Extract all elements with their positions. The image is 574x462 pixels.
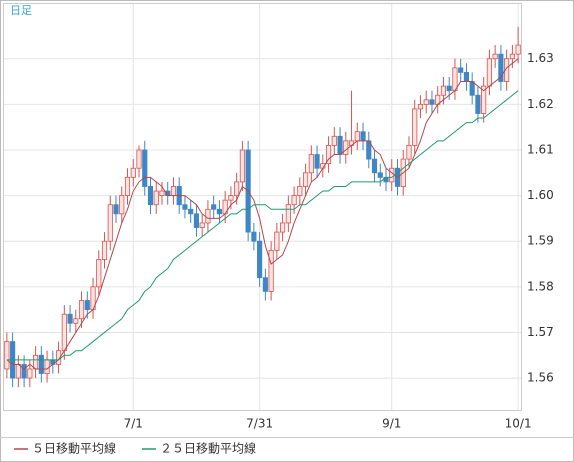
candle-body [234, 181, 240, 196]
candle-body [119, 195, 125, 215]
y-tick-label: 1.57 [527, 325, 554, 339]
candle-body [274, 231, 280, 251]
candle-body [509, 53, 515, 60]
y-tick-label: 1.61 [527, 142, 554, 156]
candle-body [251, 231, 257, 242]
x-tick-label: 7/31 [246, 417, 273, 431]
candle-body [417, 103, 424, 110]
legend-label: ２５日移動平均線 [160, 441, 256, 456]
candle-body [101, 240, 108, 260]
candle-body [412, 108, 418, 146]
candle-body [262, 277, 268, 292]
candle-body [331, 135, 337, 146]
candle-body [354, 131, 360, 142]
candle-body [504, 58, 510, 82]
candle-body [498, 53, 504, 82]
candle-body [33, 354, 39, 370]
candle-body [291, 195, 297, 206]
y-tick-label: 1.58 [527, 279, 554, 293]
candle-body [452, 67, 458, 92]
candle-body [406, 145, 412, 160]
candle-body [147, 186, 154, 206]
candle-body [27, 368, 33, 379]
candle-body [463, 72, 470, 82]
candle-body [182, 204, 188, 210]
candle-body [107, 204, 113, 242]
candle-body [423, 99, 429, 105]
candle-body [21, 363, 27, 379]
candle-body [475, 94, 481, 114]
candle-body [257, 240, 263, 279]
legend-label: ５日移動平均線 [32, 441, 116, 456]
candle-body [159, 190, 165, 196]
candle-body [193, 213, 200, 228]
candle-body [280, 222, 286, 233]
candle-body [130, 167, 136, 178]
candle-body [78, 300, 85, 320]
candle-body [458, 67, 464, 73]
candle-body [343, 140, 349, 155]
candle-body [389, 167, 395, 183]
candle-body [429, 99, 435, 105]
y-tick-label: 1.59 [527, 234, 554, 248]
candle-body [486, 58, 492, 87]
plot-area [3, 3, 522, 411]
candle-body [314, 154, 320, 169]
candle-body [211, 204, 217, 210]
candle-body [205, 208, 211, 224]
candle-body [492, 53, 498, 60]
candle-body [73, 318, 79, 324]
candle-body [440, 85, 447, 96]
candle-body [446, 85, 452, 92]
candle-body [113, 204, 119, 215]
candle-body [44, 359, 50, 374]
y-tick-label: 1.56 [527, 371, 554, 385]
candle-body [377, 172, 383, 178]
candle-body [297, 186, 303, 196]
candle-body [360, 131, 366, 142]
candle-body [303, 172, 309, 187]
y-tick-label: 1.60 [527, 188, 554, 202]
candle-body [15, 363, 21, 379]
candle-body [285, 204, 291, 224]
x-tick-label: 9/1 [382, 417, 401, 431]
candle-body [268, 249, 274, 292]
candle-body [188, 208, 194, 215]
candle-body [84, 300, 90, 311]
chart-title: 日足 [10, 4, 32, 17]
candle-body [337, 135, 343, 155]
candle-body [136, 149, 142, 169]
candle-body [142, 149, 148, 187]
candle-body [124, 176, 131, 196]
candle-body [199, 222, 205, 228]
candle-body [67, 313, 73, 324]
candle-body [61, 313, 67, 352]
x-tick-label: 10/1 [505, 417, 532, 431]
candle-body [371, 158, 378, 174]
candle-body [96, 259, 102, 288]
candle-body [469, 81, 475, 96]
candle-body [228, 195, 234, 201]
candle-body [170, 186, 177, 196]
y-tick-label: 1.62 [527, 97, 554, 111]
candle-body [4, 341, 10, 370]
x-tick-label: 7/1 [124, 417, 143, 431]
candle-body [515, 44, 521, 55]
candle-body [239, 149, 245, 183]
candle-body [481, 85, 487, 114]
candle-body [38, 354, 44, 374]
ma-line [6, 90, 519, 361]
candle-body [325, 145, 332, 165]
ma-line [6, 58, 519, 370]
y-tick-label: 1.63 [527, 51, 554, 65]
candle-body [153, 190, 159, 206]
candle-body [308, 154, 314, 174]
candle-body [216, 208, 222, 215]
